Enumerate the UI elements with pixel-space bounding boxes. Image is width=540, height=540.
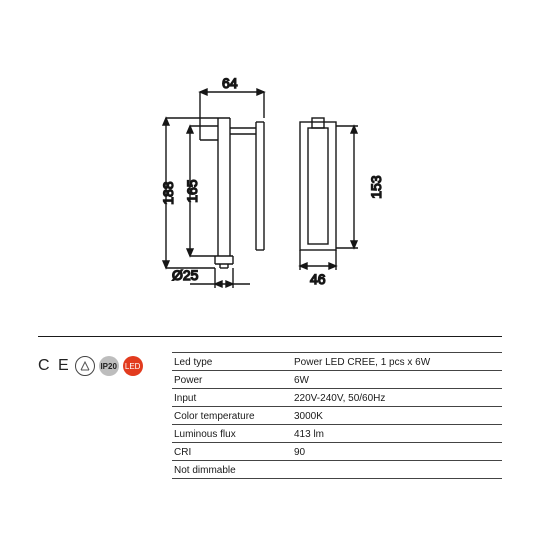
spec-row: Luminous flux413 lm (172, 424, 502, 442)
specs-table: Led typePower LED CREE, 1 pcs x 6W Power… (172, 352, 502, 479)
ce-mark-icon: C E (38, 357, 71, 375)
spec-value: 6W (294, 375, 502, 386)
spec-value: Power LED CREE, 1 pcs x 6W (294, 357, 502, 368)
spec-label: Led type (174, 357, 294, 368)
dim-165: 165 (184, 179, 200, 203)
dim-153: 153 (368, 175, 384, 199)
dim-top: 64 (222, 75, 238, 91)
technical-drawing: 64 (160, 88, 380, 298)
spec-label: Not dimmable (174, 465, 294, 476)
spec-row: Power6W (172, 370, 502, 388)
spec-value: 413 lm (294, 429, 502, 440)
spec-label: Input (174, 393, 294, 404)
divider (38, 336, 502, 337)
ip-rating-icon: IP20 (99, 356, 119, 376)
spec-label: Color temperature (174, 411, 294, 422)
spec-label: Luminous flux (174, 429, 294, 440)
spec-row: Not dimmable (172, 460, 502, 479)
dim-46: 46 (310, 271, 326, 287)
spec-label: CRI (174, 447, 294, 458)
spec-value: 220V-240V, 50/60Hz (294, 393, 502, 404)
class-icon (75, 356, 95, 376)
cert-icons: C E IP20 LED (38, 356, 143, 376)
dim-diameter: Ø25 (172, 267, 199, 283)
led-icon: LED (123, 356, 143, 376)
spec-row: Input220V-240V, 50/60Hz (172, 388, 502, 406)
spec-row: Led typePower LED CREE, 1 pcs x 6W (172, 352, 502, 370)
spec-value: 3000K (294, 411, 502, 422)
spec-value: 90 (294, 447, 502, 458)
dim-188: 188 (160, 181, 176, 205)
spec-label: Power (174, 375, 294, 386)
spec-row: CRI90 (172, 442, 502, 460)
spec-value (294, 465, 502, 476)
spec-row: Color temperature3000K (172, 406, 502, 424)
